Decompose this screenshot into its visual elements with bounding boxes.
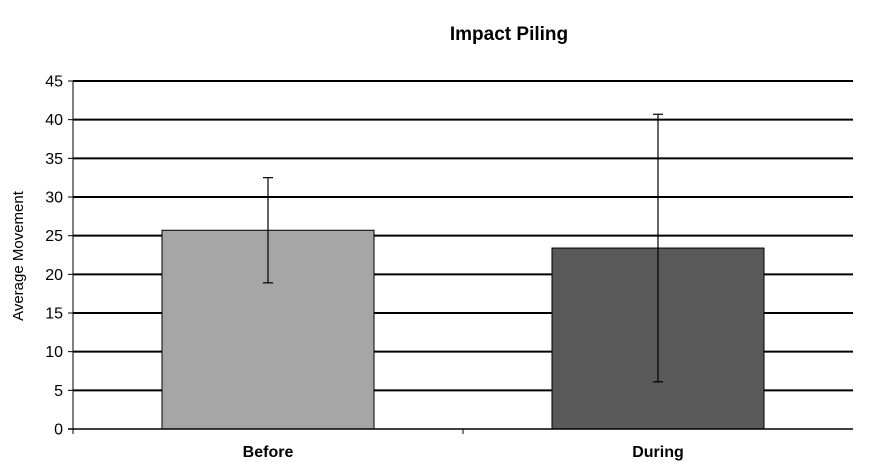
y-tick-label: 20 <box>45 267 63 284</box>
y-tick-label: 35 <box>45 151 63 168</box>
y-tick-label: 15 <box>45 306 63 323</box>
y-tick-label: 5 <box>54 383 63 400</box>
y-axis-title: Average Movement <box>10 190 27 321</box>
axes <box>68 81 853 434</box>
error-bars <box>263 113 663 383</box>
y-tick-label: 0 <box>54 422 63 439</box>
y-tick-label: 10 <box>45 344 63 361</box>
y-tick-label: 40 <box>45 112 63 129</box>
y-tick-label: 25 <box>45 228 63 245</box>
x-axis-categories: Before During <box>243 444 684 461</box>
y-tick-label: 30 <box>45 190 63 207</box>
bars <box>161 229 765 430</box>
y-axis-ticks: 0 5 10 15 20 25 30 35 40 45 <box>45 74 73 439</box>
x-category-label: During <box>632 444 684 461</box>
chart-title: Impact Piling <box>450 24 568 45</box>
x-category-label: Before <box>243 444 294 461</box>
y-tick-label: 45 <box>45 74 63 91</box>
